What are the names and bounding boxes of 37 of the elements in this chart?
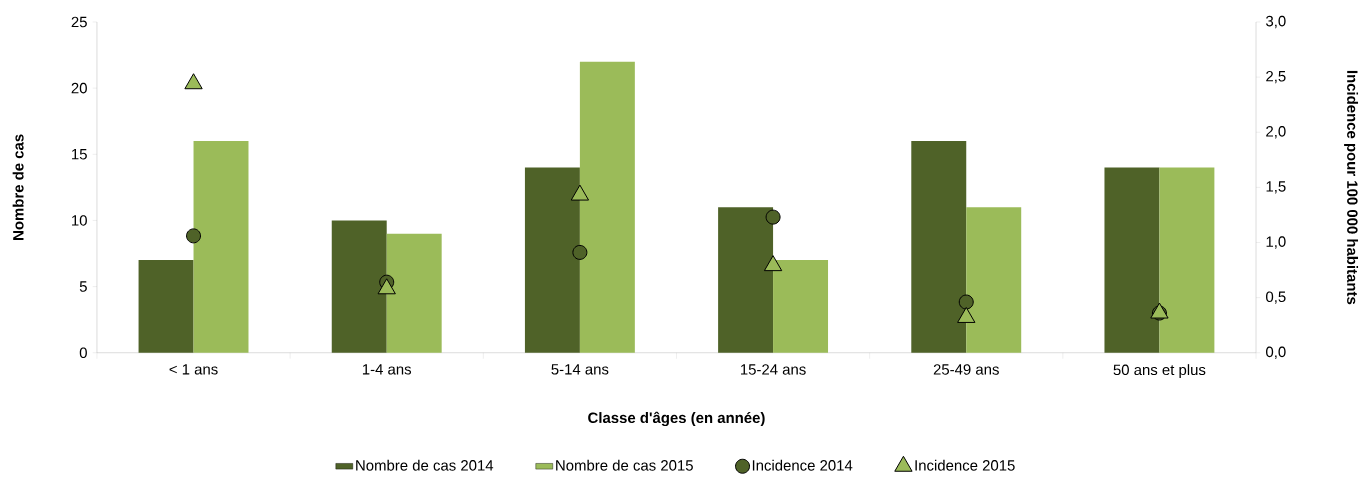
point bbox=[958, 294, 974, 310]
y2-tick-label: 3,0 bbox=[1266, 15, 1286, 29]
point bbox=[570, 184, 590, 201]
y2-tick-label: 2,0 bbox=[1266, 126, 1286, 139]
y2-tick-label: 0,0 bbox=[1266, 346, 1286, 360]
legend-label: Incidence 2015 bbox=[915, 459, 1015, 471]
x-tick-label: 25-49 ans bbox=[933, 364, 999, 375]
x-tick-label: 5-14 ans bbox=[551, 364, 609, 375]
y2-tick-label: 1,5 bbox=[1266, 181, 1286, 194]
y2-tick-label: 0,5 bbox=[1266, 291, 1286, 304]
y-tick-label: 15 bbox=[72, 149, 87, 160]
y2-axis-title: Incidence pour 100 000 habitants bbox=[1344, 71, 1359, 305]
point bbox=[957, 307, 976, 324]
y-tick-label: 5 bbox=[79, 281, 87, 292]
y-tick-label: 25 bbox=[71, 16, 87, 28]
legend-label: Incidence 2014 bbox=[752, 459, 853, 471]
bar bbox=[138, 260, 194, 353]
y-tick-label: 10 bbox=[72, 215, 87, 226]
point bbox=[184, 73, 203, 90]
y-tick-label: 0 bbox=[79, 347, 87, 359]
y2-tick-label: 1,0 bbox=[1266, 236, 1286, 249]
x-tick-label: 15-24 ans bbox=[741, 364, 806, 375]
x-axis-title: Classe d'âges (en année) bbox=[588, 411, 765, 427]
y-axis-title: Nombre de cas bbox=[12, 134, 24, 241]
point bbox=[377, 278, 396, 295]
point bbox=[765, 209, 781, 225]
legend-label: Nombre de cas 2014 bbox=[356, 459, 494, 471]
x-tick-label: 50 ans et plus bbox=[1113, 364, 1206, 379]
x-tick-label: < 1 ans bbox=[169, 364, 218, 375]
point bbox=[763, 255, 783, 272]
point bbox=[186, 228, 202, 244]
y-tick-label: 20 bbox=[71, 83, 87, 94]
x-tick-label: 1-4 ans bbox=[362, 364, 412, 375]
legend-label: Nombre de cas 2015 bbox=[556, 459, 693, 471]
bar bbox=[193, 141, 249, 353]
point bbox=[572, 245, 588, 261]
y2-tick-label: 2,5 bbox=[1266, 71, 1286, 84]
